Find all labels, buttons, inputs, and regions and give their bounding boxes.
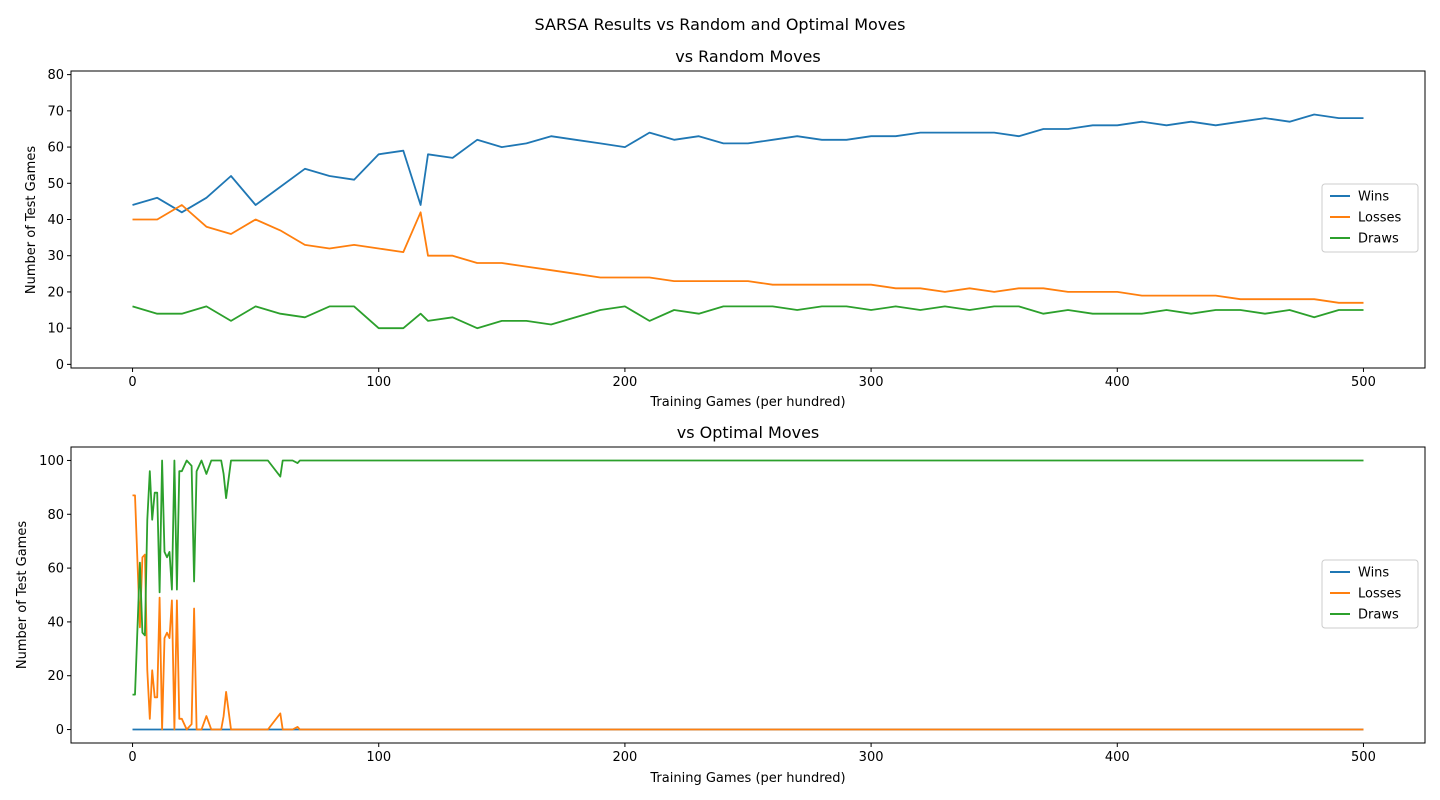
chart-title: vs Random Moves <box>675 47 820 66</box>
y-axis-label: Number of Test Games <box>24 146 39 294</box>
series-line-wins <box>132 113 1364 214</box>
x-axis-ticks: 0 100 200 300 400 500 <box>128 368 1376 390</box>
figure-suptitle: SARSA Results vs Random and Optimal Move… <box>535 15 906 34</box>
y-axis-ticks: 0 10 20 30 40 50 60 70 80 <box>47 68 71 373</box>
y-axis-ticks: 0 20 40 60 80 100 <box>39 454 71 738</box>
x-tick-label: 100 <box>366 375 391 390</box>
legend: Wins Losses Draws <box>1321 559 1419 629</box>
legend-label: Wins <box>1358 566 1389 581</box>
legend-label: Losses <box>1358 211 1402 226</box>
y-tick-label: 20 <box>47 285 64 300</box>
y-tick-label: 70 <box>47 104 64 119</box>
legend-box <box>1321 559 1419 629</box>
x-tick-label: 400 <box>1105 750 1130 765</box>
y-tick-label: 60 <box>47 562 64 577</box>
x-tick-label: 200 <box>612 750 637 765</box>
chart-vs-random: vs Random Moves 0 100 200 300 400 500 0 10 20 30… <box>24 47 1426 410</box>
plot-area <box>132 459 1364 731</box>
series-line-draws <box>132 305 1364 330</box>
axes-frame <box>70 446 1426 744</box>
y-axis-label: Number of Test Games <box>15 521 30 669</box>
x-axis-label: Training Games (per hundred) <box>649 771 845 786</box>
legend-label: Losses <box>1358 587 1402 602</box>
y-tick-label: 40 <box>47 615 64 630</box>
x-tick-label: 100 <box>366 750 391 765</box>
y-tick-label: 0 <box>56 358 64 373</box>
axes-frame <box>70 70 1426 369</box>
plot-area <box>132 113 1364 330</box>
chart-title: vs Optimal Moves <box>677 423 820 442</box>
legend-label: Draws <box>1358 232 1399 247</box>
x-tick-label: 300 <box>859 750 884 765</box>
x-tick-label: 0 <box>128 375 136 390</box>
legend-label: Wins <box>1358 190 1389 205</box>
series-line-losses <box>132 204 1364 304</box>
legend-box <box>1321 183 1419 253</box>
x-tick-label: 400 <box>1105 375 1130 390</box>
chart-vs-optimal: vs Optimal Moves 0 100 200 300 400 500 0 20 40 6… <box>15 423 1426 786</box>
legend-label: Draws <box>1358 608 1399 623</box>
y-tick-label: 50 <box>47 177 64 192</box>
y-tick-label: 60 <box>47 141 64 156</box>
y-tick-label: 80 <box>47 68 64 83</box>
series-line-losses <box>132 494 1364 731</box>
x-tick-label: 300 <box>859 375 884 390</box>
x-tick-label: 200 <box>612 375 637 390</box>
y-tick-label: 40 <box>47 213 64 228</box>
series-line-draws <box>132 459 1364 696</box>
y-tick-label: 20 <box>47 669 64 684</box>
y-tick-label: 0 <box>56 723 64 738</box>
y-tick-label: 80 <box>47 508 64 523</box>
y-tick-label: 100 <box>39 454 64 469</box>
y-tick-label: 30 <box>47 249 64 264</box>
x-tick-label: 500 <box>1351 375 1376 390</box>
y-tick-label: 10 <box>47 322 64 337</box>
x-tick-label: 500 <box>1351 750 1376 765</box>
x-axis-ticks: 0 100 200 300 400 500 <box>128 743 1376 765</box>
x-tick-label: 0 <box>128 750 136 765</box>
legend: Wins Losses Draws <box>1321 183 1419 253</box>
x-axis-label: Training Games (per hundred) <box>649 395 845 410</box>
